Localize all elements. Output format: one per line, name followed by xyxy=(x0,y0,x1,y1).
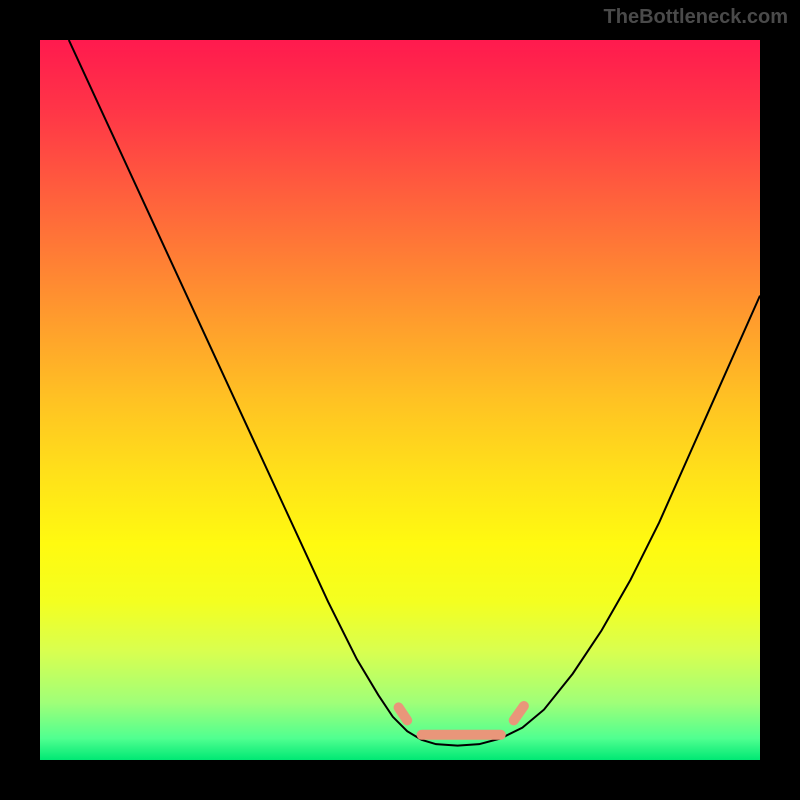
bottleneck-curve xyxy=(69,40,760,746)
chart-curve-layer xyxy=(40,40,760,760)
watermark-text: TheBottleneck.com xyxy=(604,6,788,29)
chart-plot-area xyxy=(40,40,760,760)
valley-marker xyxy=(399,706,524,735)
